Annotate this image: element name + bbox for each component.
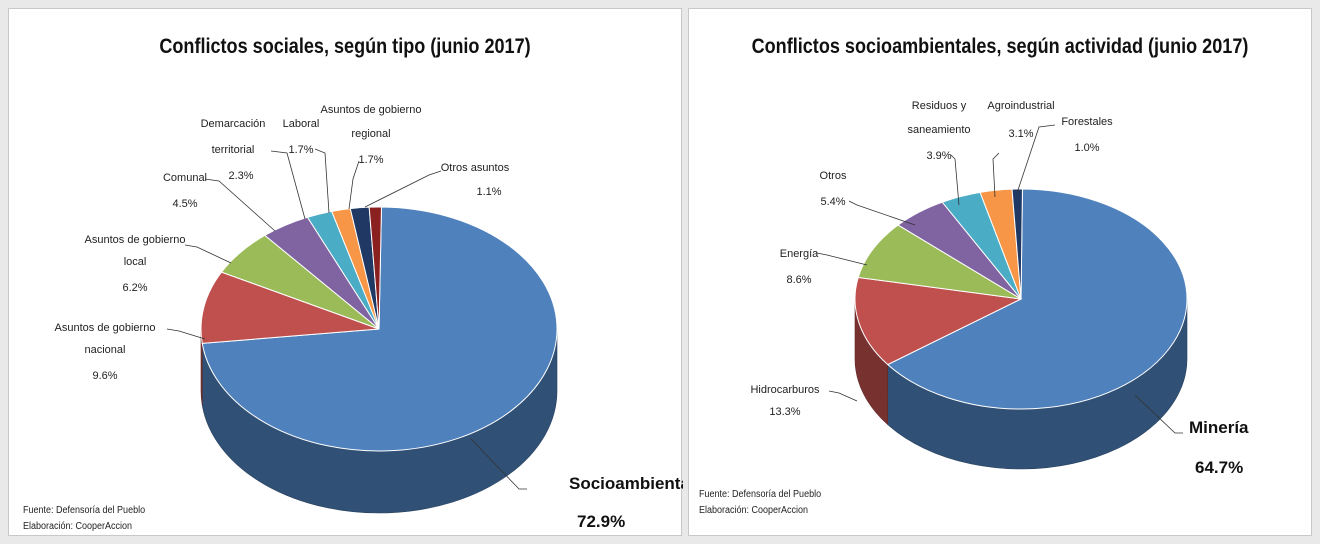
category-label-energia: Energía <box>780 248 819 260</box>
leader-line-residuos-y-saneamiento <box>950 154 960 206</box>
data-label-demarcacion-territorial: 2.3% <box>228 170 253 182</box>
leader-line-energia <box>816 252 868 266</box>
category-label-residuos-y-saneamiento: saneamiento <box>908 124 971 136</box>
pie-slice-asuntos-de-gobierno-nacional <box>200 271 380 344</box>
leader-line-mineria <box>1134 394 1183 434</box>
credit-text: Elaboración: CooperAccion <box>23 521 133 532</box>
leader-line-comunal <box>204 178 276 232</box>
data-label-asuntos-de-gobierno-nacional: 9.6% <box>92 370 117 382</box>
data-label-residuos-y-saneamiento: 3.9% <box>926 150 951 162</box>
category-label-asuntos-de-gobierno-nacional: nacional <box>85 344 126 356</box>
pie-slices <box>200 206 558 452</box>
data-label-comunal: 4.5% <box>172 198 197 210</box>
leader-line-asuntos-de-gobierno-nacional <box>166 328 206 340</box>
category-label-laboral: Laboral <box>283 118 320 130</box>
pie-labels: Socioambiental 72.9% Asuntos de gobierno na… <box>55 104 683 531</box>
category-label-comunal: Comunal <box>163 172 207 184</box>
pie-slice-hidrocarburos <box>854 276 1023 366</box>
credit-text: Elaboración: CooperAccion <box>699 505 809 516</box>
data-label-laboral: 1.7% <box>288 144 313 156</box>
category-label-residuos-y-saneamiento: Residuos y <box>912 100 967 112</box>
pie-labels: Minería 64.7% Hidrocarburos 13.3% Energía 8.6… <box>750 100 1249 477</box>
data-label-hidrocarburos: 13.3% <box>769 406 800 418</box>
leader-line-asuntos-de-gobierno-local <box>184 244 232 264</box>
category-label-demarcacion-territorial: Demarcación <box>201 118 266 130</box>
leader-line-demarcacion-territorial <box>270 150 306 220</box>
data-label-otros: 5.4% <box>820 196 845 208</box>
source-note: Fuente: Defensoría del Pueblo Elaboració… <box>699 487 821 519</box>
category-label-mineria: Minería <box>1189 418 1249 437</box>
source-note: Fuente: Defensoría del Pueblo Elaboració… <box>23 503 145 535</box>
pie-chart-conflictos-sociales: Socioambiental 72.9% Asuntos de gobierno na… <box>55 104 683 531</box>
leader-line-asuntos-de-gobierno-regional <box>348 160 360 210</box>
leader-line-hidrocarburos <box>828 390 858 402</box>
leader-line-otros <box>848 200 916 226</box>
leader-line-laboral <box>314 148 330 214</box>
category-label-socioambiental: Socioambiental <box>569 474 683 493</box>
source-text: Fuente: Defensoría del Pueblo <box>699 489 822 500</box>
category-label-hidrocarburos: Hidrocarburos <box>750 384 820 396</box>
data-label-agroindustrial: 3.1% <box>1008 128 1033 140</box>
leader-line-socioambiental <box>470 438 527 490</box>
chart-title: Conflictos sociales, según tipo (junio 2… <box>159 35 531 58</box>
category-label-asuntos-de-gobierno-regional: regional <box>351 128 390 140</box>
category-label-demarcacion-territorial: territorial <box>212 144 255 156</box>
category-label-otros-asuntos: Otros asuntos <box>441 162 510 174</box>
data-label-forestales: 1.0% <box>1074 142 1099 154</box>
pie-slice-socioambiental <box>201 206 558 452</box>
data-label-asuntos-de-gobierno-regional: 1.7% <box>358 154 383 166</box>
category-label-asuntos-de-gobierno-regional: Asuntos de gobierno <box>321 104 422 116</box>
leader-line-otros-asuntos <box>364 170 442 208</box>
chart-panel-conflictos-socioambientales: Conflictos socioambientales, según activ… <box>688 8 1312 536</box>
pie-slice-energia <box>857 224 1022 300</box>
data-label-otros-asuntos: 1.1% <box>476 186 501 198</box>
category-label-forestales: Forestales <box>1061 116 1113 128</box>
data-label-mineria: 64.7% <box>1195 458 1243 477</box>
category-label-otros: Otros <box>820 170 847 182</box>
category-label-asuntos-de-gobierno-local: local <box>124 256 147 268</box>
leader-line-forestales <box>1016 124 1056 194</box>
category-label-agroindustrial: Agroindustrial <box>987 100 1054 112</box>
data-label-socioambiental: 72.9% <box>577 512 625 531</box>
leader-line-agroindustrial <box>992 152 1000 198</box>
pie-slices <box>854 188 1188 410</box>
pie-slice-otros-asuntos <box>368 206 382 330</box>
category-label-asuntos-de-gobierno-local: Asuntos de gobierno <box>85 234 186 246</box>
source-text: Fuente: Defensoría del Pueblo <box>23 505 146 516</box>
chart-title: Conflictos socioambientales, según activ… <box>751 35 1249 58</box>
category-label-asuntos-de-gobierno-nacional: Asuntos de gobierno <box>55 322 156 334</box>
pie-chart-conflictos-socioambientales: Minería 64.7% Hidrocarburos 13.3% Energía 8.6… <box>750 100 1249 477</box>
data-label-energia: 8.6% <box>786 274 811 286</box>
data-label-asuntos-de-gobierno-local: 6.2% <box>122 282 147 294</box>
pie-slice-forestales <box>1011 188 1023 300</box>
pie-slice-mineria <box>886 188 1188 410</box>
chart-panel-conflictos-sociales: Conflictos sociales, según tipo (junio 2… <box>8 8 683 536</box>
